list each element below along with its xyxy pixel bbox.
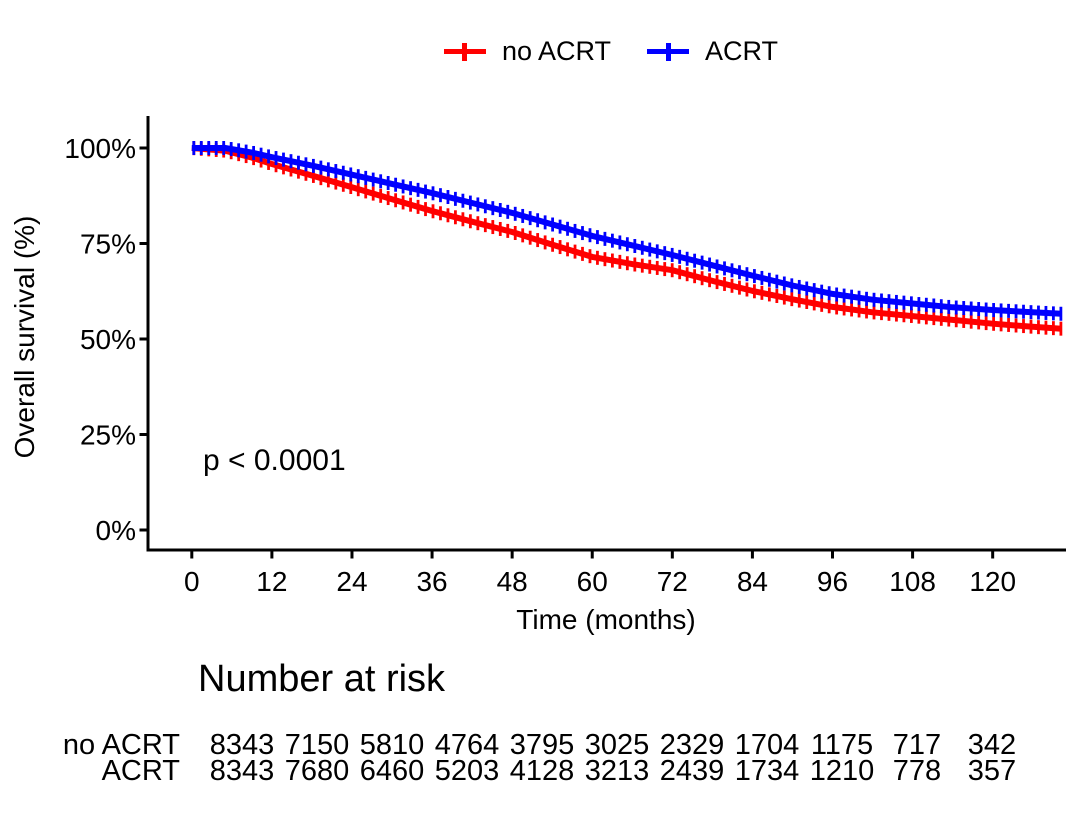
x-axis-ticks: 0 12 24 36 48 60 72 84 96 108 120	[184, 550, 1016, 597]
risk-count: 3025	[584, 729, 650, 761]
risk-count: 1210	[809, 755, 875, 787]
risk-count: 342	[967, 729, 1017, 761]
svg-text:0%: 0%	[96, 515, 136, 546]
svg-text:12: 12	[256, 566, 287, 597]
legend-key-vbar	[462, 42, 468, 61]
risk-row-label: ACRT	[101, 755, 180, 787]
risk-count: 1175	[810, 729, 874, 761]
p-value-annotation: p < 0.0001	[203, 444, 346, 477]
risk-row-acrt: ACRT 8343 7680 6460 5203 4128 3213 2439 1734 121…	[0, 756, 1078, 786]
x-axis-title: Time (months)	[516, 604, 695, 635]
risk-count: 2439	[659, 755, 725, 787]
svg-text:96: 96	[817, 566, 848, 597]
risk-count: 8343	[209, 755, 275, 787]
risk-row-label: no ACRT	[62, 729, 180, 761]
plus-marker-icon-blue	[647, 41, 690, 63]
risk-count: 778	[892, 755, 942, 787]
risk-row-no-acrt: no ACRT 8343 7150 5810 4764 3795 3025 2329 1704…	[0, 730, 1078, 760]
risk-count: 1704	[734, 729, 800, 761]
svg-text:0: 0	[184, 566, 200, 597]
risk-count: 357	[967, 755, 1017, 787]
legend-label-acrt: ACRT	[705, 36, 779, 66]
legend-label-no-acrt: no ACRT	[501, 36, 612, 66]
legend: no ACRT ACRT	[72, 38, 1078, 65]
risk-count: 7680	[284, 755, 350, 787]
svg-text:84: 84	[737, 566, 768, 597]
svg-text:50%: 50%	[80, 324, 136, 355]
risk-count: 5203	[434, 755, 500, 787]
svg-text:120: 120	[969, 566, 1016, 597]
curve-acrt	[191, 141, 1063, 321]
legend-item-no-acrt: no ACRT	[443, 36, 612, 66]
survival-curves	[191, 141, 1063, 336]
risk-count: 6460	[359, 755, 425, 787]
risk-count: 8343	[209, 729, 275, 761]
risk-count: 3795	[509, 729, 575, 761]
svg-text:36: 36	[416, 566, 447, 597]
svg-text:108: 108	[889, 566, 936, 597]
risk-count: 4128	[509, 755, 575, 787]
svg-text:24: 24	[336, 566, 367, 597]
svg-text:72: 72	[657, 566, 688, 597]
risk-table-title: Number at risk	[198, 658, 446, 700]
risk-count: 5810	[359, 729, 425, 761]
svg-text:60: 60	[577, 566, 608, 597]
risk-count: 1734	[734, 755, 800, 787]
y-axis-ticks: 0% 25% 50% 75% 100%	[64, 133, 148, 546]
svg-text:25%: 25%	[80, 420, 136, 451]
risk-count: 2329	[659, 729, 725, 761]
svg-text:48: 48	[497, 566, 528, 597]
y-axis-title: Overall survival (%)	[9, 216, 40, 459]
risk-count: 4764	[434, 729, 500, 761]
svg-text:75%: 75%	[80, 229, 136, 260]
plus-marker-icon-red	[443, 41, 486, 63]
legend-key-vbar	[665, 42, 671, 61]
svg-text:100%: 100%	[64, 133, 136, 164]
risk-count: 717	[892, 729, 942, 761]
risk-count: 7150	[284, 729, 350, 761]
risk-count: 3213	[584, 755, 650, 787]
legend-item-acrt: ACRT	[647, 38, 778, 65]
